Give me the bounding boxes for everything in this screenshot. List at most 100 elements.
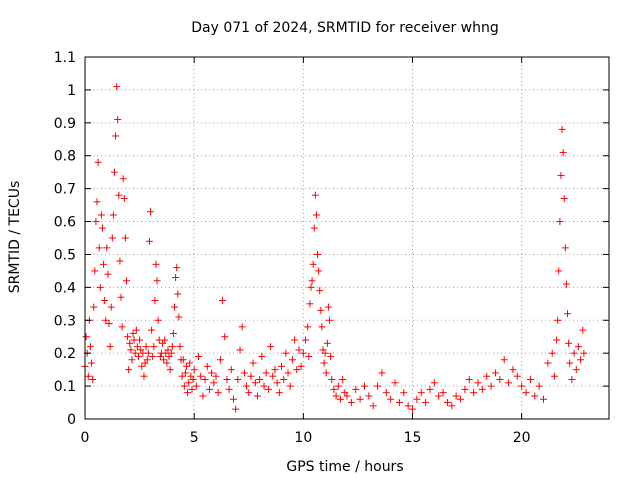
data-point — [147, 208, 154, 216]
data-point — [236, 346, 244, 354]
data-point — [570, 349, 578, 357]
data-point — [134, 352, 142, 360]
y-tick-label: 0.2 — [54, 346, 76, 362]
data-point — [395, 399, 403, 407]
data-point — [288, 356, 296, 364]
data-point — [92, 218, 100, 226]
data-point — [318, 323, 326, 331]
data-point — [240, 369, 248, 377]
data-point — [295, 346, 303, 354]
data-point — [291, 336, 299, 344]
data-point — [324, 303, 332, 311]
data-point — [299, 349, 307, 357]
data-point — [417, 389, 425, 397]
data-point — [328, 376, 336, 384]
data-point — [190, 366, 198, 374]
data-point — [280, 376, 288, 384]
data-point — [555, 267, 563, 275]
data-point — [100, 260, 108, 268]
y-tick-label: 0.7 — [54, 182, 76, 198]
data-point — [310, 224, 318, 232]
data-point — [509, 366, 517, 374]
data-point — [192, 382, 200, 390]
data-point — [443, 399, 451, 407]
data-point — [93, 198, 101, 206]
data-point — [247, 372, 255, 380]
data-point — [308, 277, 316, 285]
data-point — [262, 369, 270, 377]
data-point — [174, 290, 182, 298]
data-point — [382, 389, 390, 397]
data-point — [205, 385, 213, 393]
data-point — [580, 349, 588, 357]
data-point — [105, 320, 113, 328]
data-point — [365, 392, 373, 400]
data-point — [203, 362, 211, 370]
data-point — [378, 369, 386, 377]
data-point — [269, 372, 277, 380]
y-tick-label: 0.9 — [54, 116, 76, 132]
data-point — [426, 385, 434, 393]
data-point — [465, 376, 473, 384]
data-point — [112, 132, 120, 140]
data-point — [201, 376, 209, 384]
y-tick-label: 0.4 — [54, 280, 76, 296]
data-point — [264, 385, 272, 393]
data-point — [577, 356, 585, 364]
data-point — [356, 395, 364, 403]
data-point — [435, 392, 443, 400]
data-point — [505, 379, 513, 387]
data-point — [312, 211, 320, 219]
data-point — [522, 389, 530, 397]
data-point — [173, 264, 181, 272]
data-point — [305, 352, 313, 360]
data-point — [197, 372, 205, 380]
y-tick-label: 0.8 — [54, 149, 76, 165]
y-tick-label: 0 — [67, 412, 76, 428]
data-point — [243, 382, 251, 390]
data-point — [124, 333, 132, 341]
data-point — [562, 280, 570, 288]
data-points — [81, 83, 588, 413]
data-point — [369, 402, 377, 410]
data-point — [315, 267, 323, 275]
data-point — [309, 260, 317, 268]
data-point — [126, 339, 134, 347]
data-point — [156, 352, 164, 360]
data-point — [180, 382, 188, 390]
data-point — [293, 366, 301, 374]
data-point — [118, 323, 126, 331]
data-point — [302, 336, 310, 344]
data-point — [304, 323, 312, 331]
data-point — [163, 359, 171, 367]
data-point — [260, 382, 268, 390]
data-point — [108, 234, 116, 242]
data-point — [474, 379, 482, 387]
data-point — [167, 349, 175, 357]
data-point — [161, 336, 169, 344]
data-point — [127, 346, 135, 354]
data-point — [258, 352, 266, 360]
x-tick-label: 0 — [81, 430, 90, 446]
data-point — [128, 356, 136, 364]
data-point — [115, 191, 123, 199]
data-point — [188, 385, 196, 393]
data-point — [199, 392, 207, 400]
data-point — [96, 283, 104, 291]
grid-lines — [85, 57, 609, 419]
data-point — [94, 158, 102, 166]
data-point — [579, 326, 587, 334]
data-point — [273, 379, 281, 387]
data-point — [496, 376, 504, 384]
data-point — [564, 310, 572, 318]
x-tick-label: 5 — [190, 430, 199, 446]
data-point — [148, 326, 156, 334]
data-point — [98, 224, 106, 232]
data-point — [322, 369, 330, 377]
data-point — [97, 211, 105, 219]
y-tick-label: 0.3 — [54, 313, 76, 329]
data-point — [568, 376, 576, 384]
data-point — [114, 116, 122, 124]
data-point — [175, 313, 183, 321]
data-point — [558, 125, 566, 133]
